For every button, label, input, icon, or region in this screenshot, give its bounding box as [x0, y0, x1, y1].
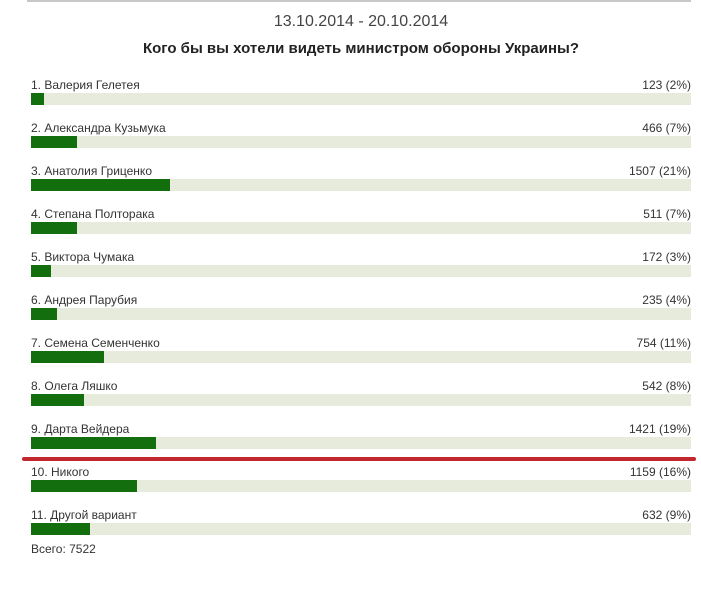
bar-track	[31, 351, 691, 363]
poll-row: 9. Дарта Вейдера 1421 (19%)	[31, 422, 691, 462]
bar-fill	[31, 93, 44, 105]
bar-fill	[31, 394, 84, 406]
candidate-label: 11. Другой вариант	[31, 508, 137, 522]
bar-track	[31, 523, 691, 535]
bar-fill	[31, 136, 77, 148]
bar-fill	[31, 351, 104, 363]
bar-track	[31, 136, 691, 148]
poll-row: 2. Александра Кузьмука 466 (7%)	[31, 121, 691, 161]
bar-fill	[31, 222, 77, 234]
candidate-label: 8. Олега Ляшко	[31, 379, 118, 393]
candidate-label: 7. Семена Семенченко	[31, 336, 160, 350]
bar-fill	[31, 265, 51, 277]
poll-row: 1. Валерия Гелетея 123 (2%)	[31, 78, 691, 118]
bar-fill	[31, 308, 57, 320]
poll-row: 11. Другой вариант 632 (9%)	[31, 508, 691, 548]
vote-count: 1507 (21%)	[628, 164, 691, 178]
candidate-label: 4. Степана Полторака	[31, 207, 155, 221]
highlight-underline	[22, 457, 696, 461]
candidate-label: 9. Дарта Вейдера	[31, 422, 130, 436]
candidate-label: 3. Анатолия Гриценко	[31, 164, 152, 178]
bar-track	[31, 93, 691, 105]
poll-row: 7. Семена Семенченко 754 (11%)	[31, 336, 691, 376]
bar-track	[31, 394, 691, 406]
vote-count: 542 (8%)	[642, 379, 691, 393]
vote-count: 632 (9%)	[642, 508, 691, 522]
vote-count: 235 (4%)	[642, 293, 691, 307]
vote-count: 754 (11%)	[636, 336, 691, 350]
vote-count: 123 (2%)	[642, 78, 691, 92]
vote-count: 466 (7%)	[642, 121, 691, 135]
bar-fill	[31, 437, 156, 449]
poll-row: 10. Никого 1159 (16%)	[31, 465, 691, 505]
poll-period: 13.10.2014 - 20.10.2014	[273, 13, 449, 30]
candidate-label: 1. Валерия Гелетея	[31, 78, 140, 92]
poll-row: 5. Виктора Чумака 172 (3%)	[31, 250, 691, 290]
bar-track	[31, 222, 691, 234]
poll-row: 4. Степана Полторака 511 (7%)	[31, 207, 691, 247]
total-votes: Всего: 7522	[31, 542, 96, 556]
candidate-label: 5. Виктора Чумака	[31, 250, 135, 264]
vote-count: 172 (3%)	[642, 250, 691, 264]
poll-row: 6. Андрея Парубия 235 (4%)	[31, 293, 691, 333]
bar-fill	[31, 179, 170, 191]
vote-count: 1159 (16%)	[629, 465, 691, 479]
candidate-label: 10. Никого	[31, 465, 90, 479]
bar-fill	[31, 480, 137, 492]
poll-question: Кого бы вы хотели видеть министром оборо…	[142, 40, 579, 57]
candidate-label: 2. Александра Кузьмука	[31, 121, 166, 135]
bar-track	[31, 265, 691, 277]
poll-row: 8. Олега Ляшко 542 (8%)	[31, 379, 691, 419]
poll-row: 3. Анатолия Гриценко 1507 (21%)	[31, 164, 691, 204]
bar-track	[31, 179, 691, 191]
bar-fill	[31, 523, 90, 535]
vote-count: 511 (7%)	[643, 207, 691, 221]
bar-track	[31, 437, 691, 449]
bar-track	[31, 308, 691, 320]
bar-track	[31, 480, 691, 492]
candidate-label: 6. Андрея Парубия	[31, 293, 138, 307]
vote-count: 1421 (19%)	[628, 422, 691, 436]
top-divider	[27, 0, 691, 2]
